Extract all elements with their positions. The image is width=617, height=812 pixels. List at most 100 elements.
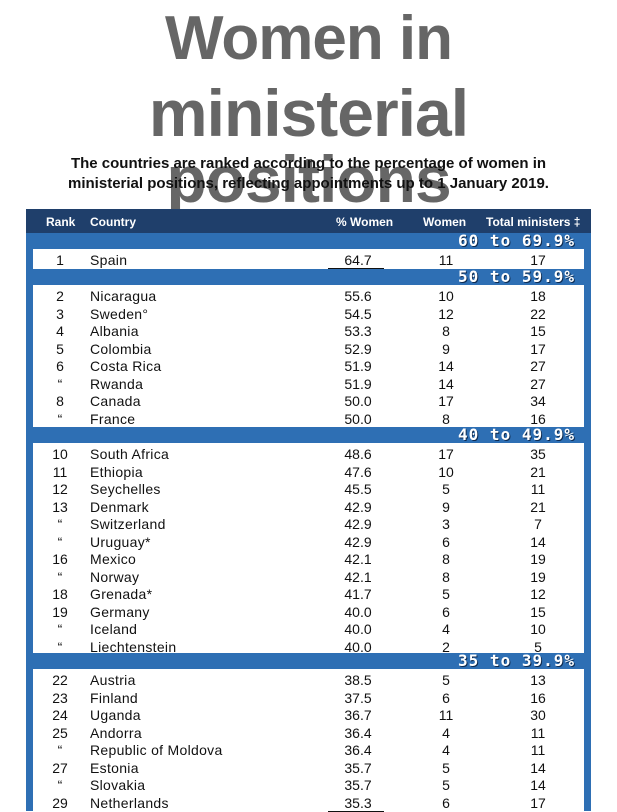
cell-total: 12	[520, 586, 556, 604]
section-label: 50 to 59.9%	[458, 267, 575, 286]
cell-country: Estonia	[90, 760, 139, 778]
cell-pct: 42.1	[338, 551, 378, 569]
cell-total: 17	[520, 795, 556, 812]
cell-pct: 35.7	[338, 760, 378, 778]
cell-pct: 54.5	[338, 306, 378, 324]
cell-country: Denmark	[90, 499, 149, 517]
cell-pct: 53.3	[338, 323, 378, 341]
table-row: 10 South Africa 48.6 17 35	[26, 446, 591, 464]
cell-country: Albania	[90, 323, 139, 341]
cell-women: 5	[428, 586, 464, 604]
cell-total: 19	[520, 551, 556, 569]
cell-pct: 47.6	[338, 464, 378, 482]
cell-pct: 64.7	[338, 252, 378, 270]
cell-total: 35	[520, 446, 556, 464]
cell-pct: 37.5	[338, 690, 378, 708]
cell-country: Canada	[90, 393, 141, 411]
cell-rank: 29	[50, 795, 70, 812]
cell-country: Iceland	[90, 621, 137, 639]
cell-pct: 42.1	[338, 569, 378, 587]
cell-pct: 45.5	[338, 481, 378, 499]
cell-pct: 50.0	[338, 393, 378, 411]
ranking-table: Rank Country % Women Women Total ministe…	[26, 209, 591, 811]
cell-pct: 52.9	[338, 341, 378, 359]
cell-women: 8	[428, 569, 464, 587]
cell-country: South Africa	[90, 446, 169, 464]
header-pct-women: % Women	[336, 215, 393, 229]
cell-rank: “	[50, 621, 70, 639]
cell-pct: 42.9	[338, 499, 378, 517]
cell-women: 17	[428, 393, 464, 411]
cell-women: 14	[428, 376, 464, 394]
cell-country: Slovakia	[90, 777, 145, 795]
cell-rank: 3	[50, 306, 70, 324]
cell-country: Ethiopia	[90, 464, 143, 482]
cell-country: Netherlands	[90, 795, 169, 812]
cell-pct: 40.0	[338, 604, 378, 622]
cell-rank: 13	[50, 499, 70, 517]
cell-pct: 38.5	[338, 672, 378, 690]
cell-country: Uruguay*	[90, 534, 151, 552]
cell-country: Rwanda	[90, 376, 143, 394]
cell-pct: 40.0	[338, 621, 378, 639]
cell-women: 5	[428, 760, 464, 778]
table-header: Rank Country % Women Women Total ministe…	[26, 209, 591, 233]
cell-rank: 16	[50, 551, 70, 569]
cell-total: 16	[520, 690, 556, 708]
cell-rank: 10	[50, 446, 70, 464]
cell-country: Austria	[90, 672, 136, 690]
cell-rank: 19	[50, 604, 70, 622]
cell-rank: 4	[50, 323, 70, 341]
cell-total: 15	[520, 323, 556, 341]
cell-women: 6	[428, 604, 464, 622]
header-women: Women	[423, 215, 466, 229]
cell-women: 4	[428, 621, 464, 639]
cell-total: 17	[520, 341, 556, 359]
cell-rank: 22	[50, 672, 70, 690]
cell-pct: 36.4	[338, 725, 378, 743]
cell-country: Costa Rica	[90, 358, 161, 376]
header-total-ministers: Total ministers ‡	[486, 215, 580, 229]
cell-pct: 42.9	[338, 534, 378, 552]
table-row: 19 Germany 40.0 6 15	[26, 604, 591, 622]
cell-rank: “	[50, 534, 70, 552]
cell-pct: 48.6	[338, 446, 378, 464]
cell-rank: 1	[50, 252, 70, 270]
cell-total: 7	[520, 516, 556, 534]
cell-rank: “	[50, 569, 70, 587]
cell-rank: “	[50, 742, 70, 760]
cell-total: 27	[520, 358, 556, 376]
cell-country: Germany	[90, 604, 150, 622]
cell-total: 27	[520, 376, 556, 394]
cell-rank: 2	[50, 288, 70, 306]
cell-women: 9	[428, 499, 464, 517]
page-title-line1: Women in	[0, 8, 617, 70]
cell-women: 6	[428, 690, 464, 708]
cell-country: Nicaragua	[90, 288, 157, 306]
cell-total: 22	[520, 306, 556, 324]
cell-country: Sweden°	[90, 306, 148, 324]
cell-country: Finland	[90, 690, 138, 708]
cell-women: 5	[428, 672, 464, 690]
cell-pct: 35.7	[338, 777, 378, 795]
subtitle: The countries are ranked according to th…	[0, 154, 617, 194]
cell-rank: 8	[50, 393, 70, 411]
cell-rank: “	[50, 376, 70, 394]
cell-pct: 41.7	[338, 586, 378, 604]
section-band: 40 to 49.9%	[26, 427, 591, 443]
cell-women: 17	[428, 446, 464, 464]
cell-total: 15	[520, 604, 556, 622]
